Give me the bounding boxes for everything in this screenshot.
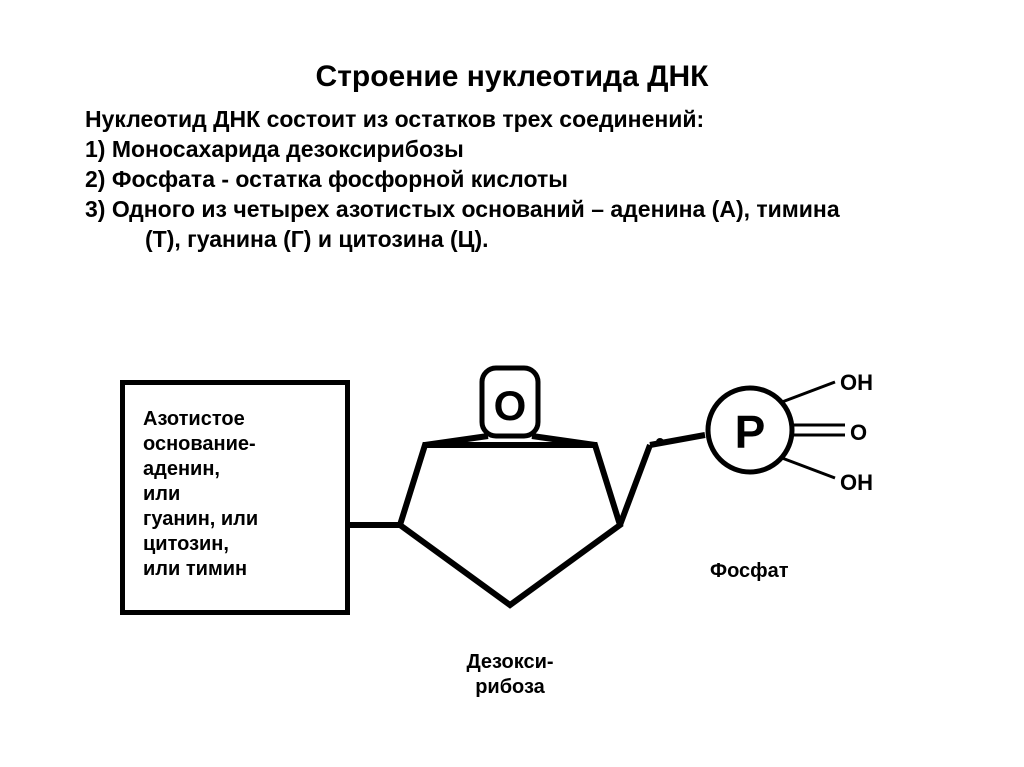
p-oh-bot-bond [782, 458, 835, 478]
sugar-label-l2: рибоза [440, 675, 580, 700]
intro-text: Нуклеотид ДНК состоит из остатков трех с… [85, 106, 704, 132]
list-item-1: 1) Моносахарида дезоксирибозы [85, 135, 955, 165]
list-item-3b: (Т), гуанина (Г) и цитозина (Ц). [85, 225, 955, 255]
sugar-pentagon [400, 445, 620, 605]
list-item-3a: 3) Одного из четырех азотистых оснований… [85, 195, 955, 225]
phosphate-letter: P [735, 406, 766, 458]
phosphate-label: Фосфат [710, 560, 789, 583]
page-title: Строение нуклеотида ДНК [0, 60, 1024, 94]
sugar-label: Дезокси- рибоза [440, 650, 580, 700]
c5-stub [620, 445, 650, 525]
oh-top-label: OH [840, 370, 873, 396]
nucleotide-diagram: Азотистое основание- аденин, или гуанин,… [120, 350, 900, 710]
o-mid-label: O [850, 420, 867, 446]
sugar-o-text: O [494, 382, 527, 429]
list-item-2: 2) Фосфата - остатка фосфорной кислоты [85, 165, 955, 195]
linker-dot [656, 438, 664, 446]
intro-block: Нуклеотид ДНК состоит из остатков трех с… [85, 105, 955, 254]
p-oh-top-bond [782, 382, 835, 402]
oh-bot-label: OH [840, 470, 873, 496]
sugar-label-l1: Дезокси- [440, 650, 580, 675]
